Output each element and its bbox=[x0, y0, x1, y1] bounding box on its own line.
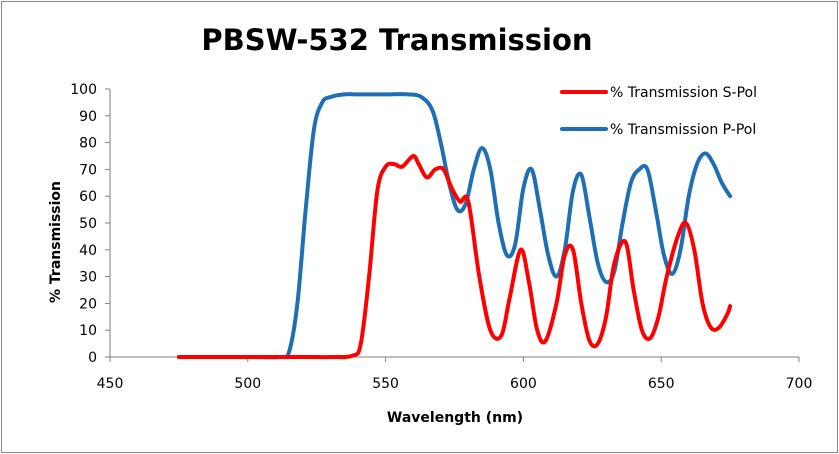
x-tick-label: 700 bbox=[786, 376, 813, 392]
y-tick-label: 40 bbox=[79, 243, 97, 259]
y-tick-label: 60 bbox=[79, 189, 97, 205]
x-tick-label: 600 bbox=[510, 376, 537, 392]
y-tick-label: 20 bbox=[79, 296, 97, 312]
x-axis-label: Wavelength (nm) bbox=[387, 410, 523, 426]
x-tick-label: 450 bbox=[97, 376, 124, 392]
legend-label-p-pol: % Transmission P-Pol bbox=[610, 122, 756, 138]
chart-title: PBSW-532 Transmission bbox=[201, 23, 592, 57]
y-tick-label: 80 bbox=[79, 136, 97, 152]
series-line-p-pol bbox=[176, 92, 733, 360]
y-tick-label: 30 bbox=[79, 270, 97, 286]
series-layer bbox=[176, 92, 733, 360]
x-tick-label: 550 bbox=[372, 376, 399, 392]
legend-label-s-pol: % Transmission S-Pol bbox=[610, 85, 757, 101]
series-line-s-pol bbox=[176, 154, 733, 360]
y-tick-label: 90 bbox=[79, 109, 97, 125]
x-axis-ticks: 450 500 550 600 650 700 bbox=[97, 357, 813, 392]
y-tick-label: 50 bbox=[79, 216, 97, 232]
y-tick-label: 10 bbox=[79, 323, 97, 339]
y-tick-label: 0 bbox=[88, 350, 97, 366]
y-axis-ticks: 0 10 20 30 40 50 60 70 80 90 100 bbox=[70, 82, 110, 366]
x-tick-label: 650 bbox=[648, 376, 675, 392]
y-axis-label: % Transmission bbox=[48, 181, 64, 303]
x-tick-label: 500 bbox=[234, 376, 261, 392]
y-tick-label: 70 bbox=[79, 162, 97, 178]
legend: % Transmission S-Pol % Transmission P-Pol bbox=[560, 85, 757, 138]
y-tick-label: 100 bbox=[70, 82, 97, 98]
